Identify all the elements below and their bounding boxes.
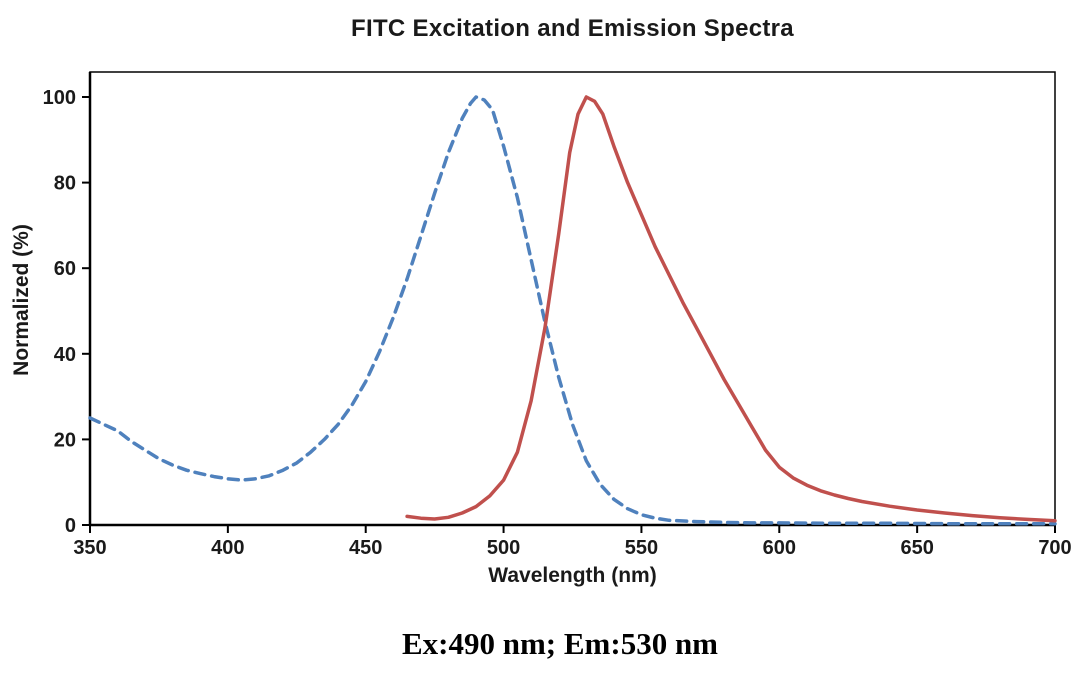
spectra-chart: 350 400 450 500 550 600 650 700 0 20 40 60 80 100 bbox=[43, 71, 1072, 559]
excitation-line bbox=[88, 95, 1057, 526]
x-tick-label: 650 bbox=[900, 537, 933, 559]
y-tick-label: 60 bbox=[54, 258, 76, 280]
x-tick-label: 700 bbox=[1038, 537, 1071, 559]
exem-caption: Ex:490 nm; Em:530 nm bbox=[401, 626, 719, 661]
y-tick-label: 100 bbox=[43, 87, 76, 109]
y-axis-label: Normalized (%) bbox=[10, 224, 33, 376]
y-tick-label: 80 bbox=[54, 173, 76, 195]
x-tick-label: 600 bbox=[763, 537, 796, 559]
x-tick-label: 400 bbox=[211, 537, 244, 559]
x-axis-label: Wavelength (nm) bbox=[488, 564, 657, 587]
x-tick-label: 500 bbox=[487, 537, 520, 559]
x-tick-label: 550 bbox=[625, 537, 658, 559]
x-tick-label: 450 bbox=[349, 537, 382, 559]
chart-title: FITC Excitation and Emission Spectra bbox=[351, 15, 794, 42]
y-tick-label: 0 bbox=[65, 515, 76, 537]
emission-line bbox=[405, 95, 1057, 523]
y-tick-label: 40 bbox=[54, 344, 76, 366]
y-tick-label: 20 bbox=[54, 429, 76, 451]
x-tick-label: 350 bbox=[73, 537, 106, 559]
